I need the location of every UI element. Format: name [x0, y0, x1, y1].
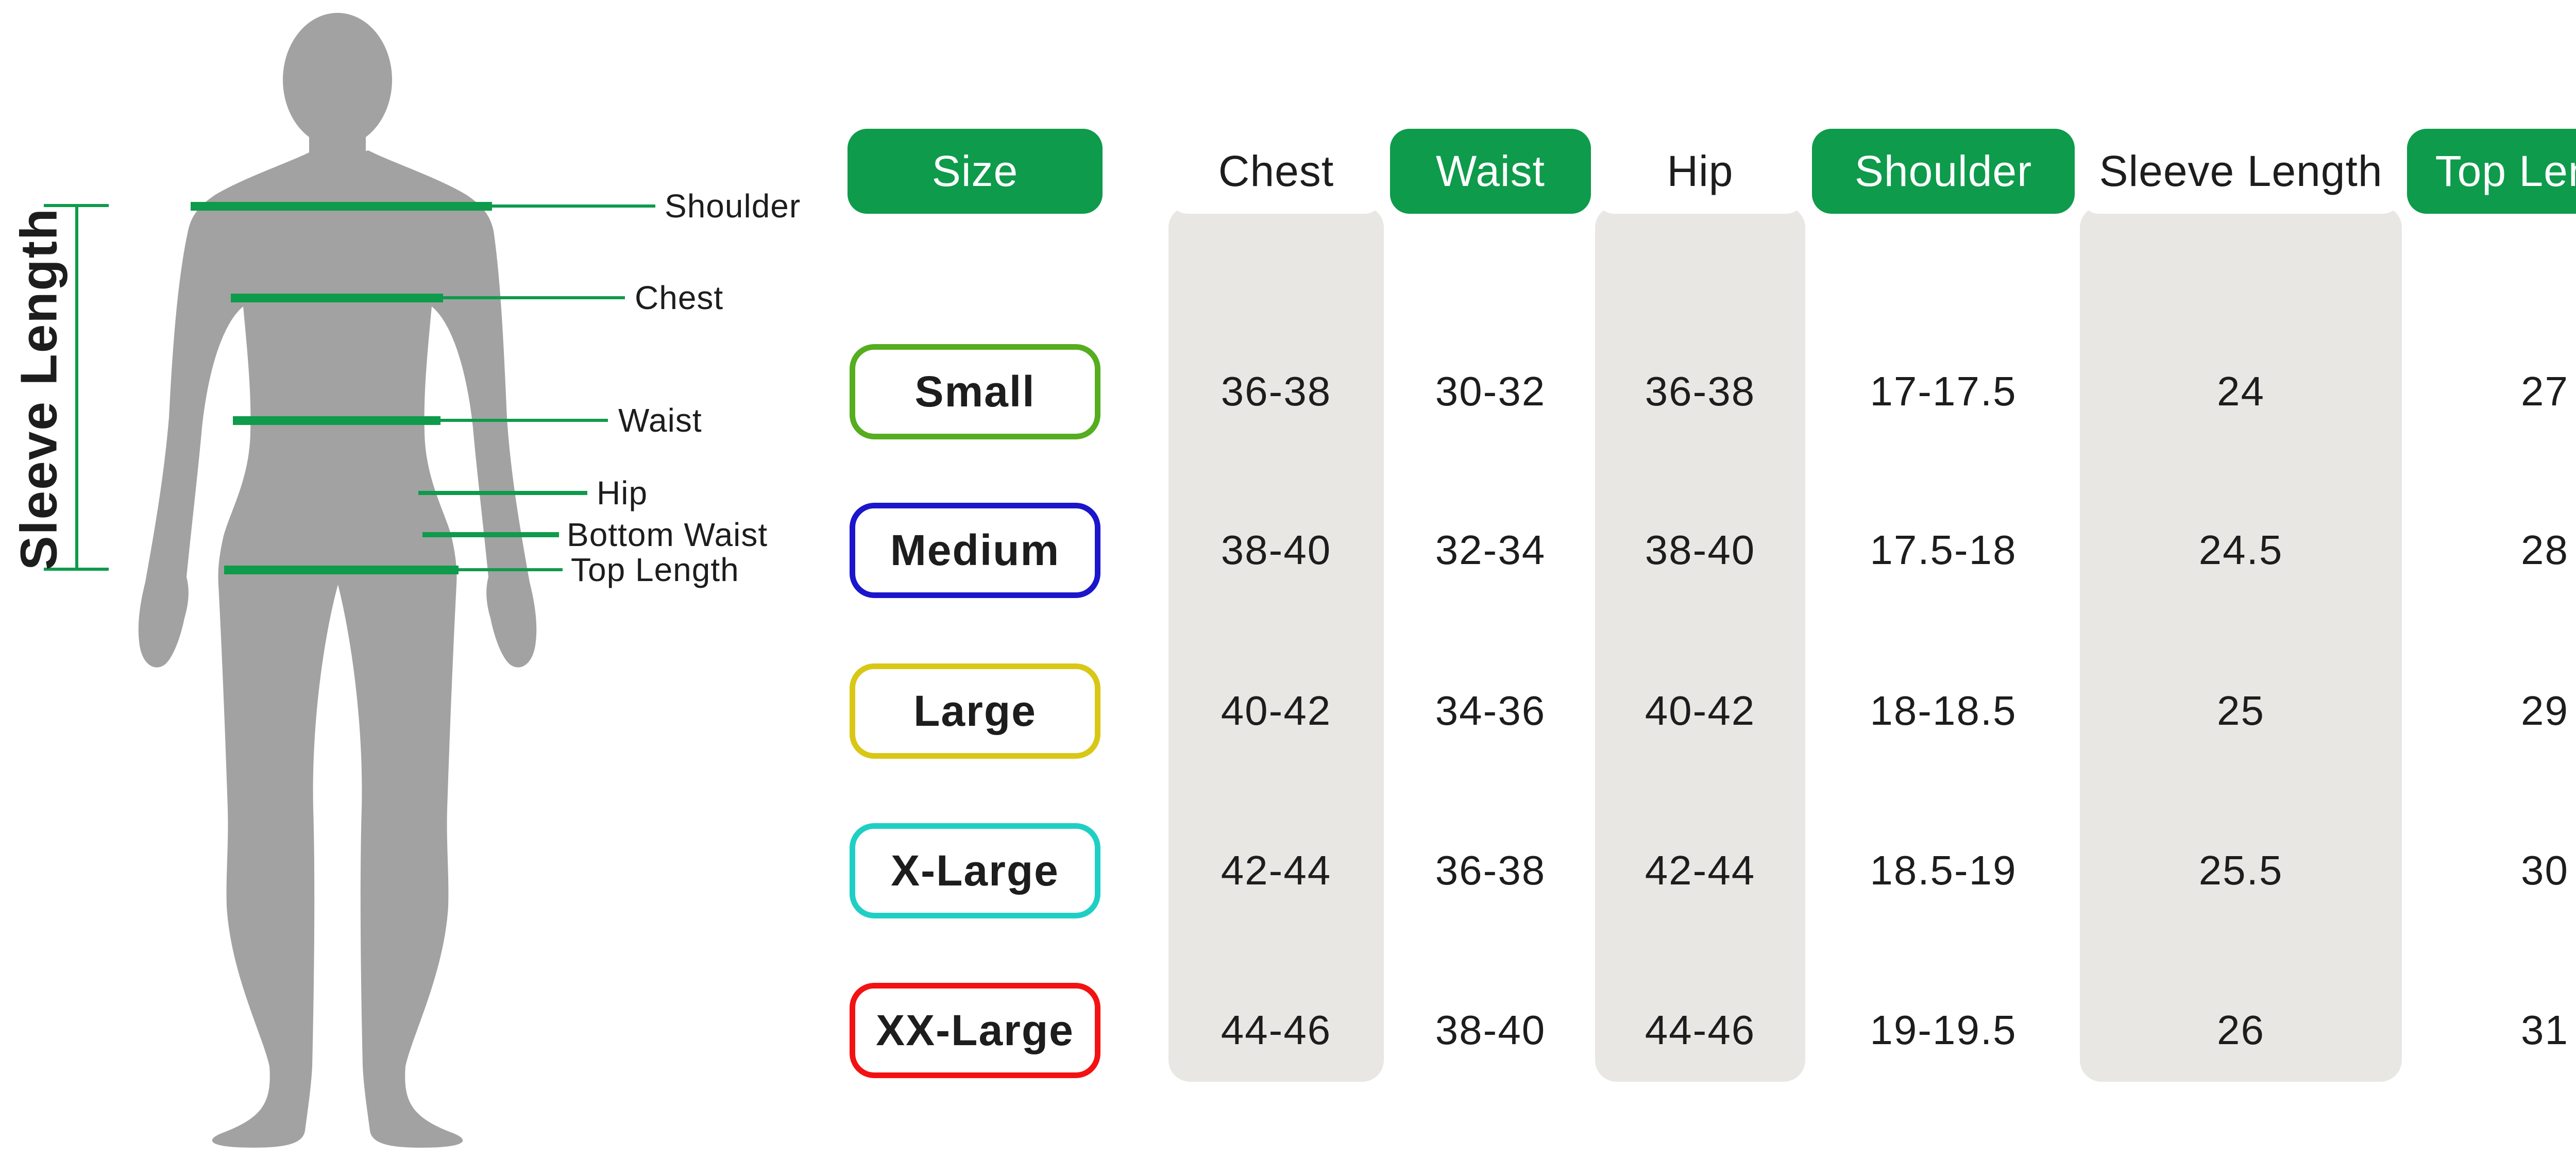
cell-waist-row1: 32-34	[1435, 527, 1546, 573]
cell-top_length-row1: 28	[2521, 527, 2569, 573]
column-bg-hip	[1595, 206, 1805, 1082]
column-bg-chest	[1168, 206, 1384, 1082]
header-hip: Hip	[1595, 129, 1805, 214]
header-size: Size	[848, 129, 1103, 214]
cell-hip-row3: 42-44	[1645, 847, 1756, 893]
waist-leader-line	[440, 419, 608, 422]
shoulder-label: Shoulder	[665, 188, 801, 225]
bottom-waist-label: Bottom Waist	[567, 516, 768, 553]
top-length-measure-line	[224, 566, 459, 574]
column-shoulder: Shoulder 17-17.5 17.5-18 18-18.5 18.5-19 19-…	[1812, 0, 2075, 1159]
cell-chest-row1: 38-40	[1221, 527, 1332, 573]
cell-shoulder-row2: 18-18.5	[1870, 688, 2017, 734]
top-length-leader-line	[459, 568, 563, 571]
sleeve-length-bracket-line	[75, 205, 78, 571]
sleeve-length-bracket-bottom-tick	[44, 568, 109, 571]
cell-top_length-row3: 30	[2521, 847, 2569, 893]
cell-hip-row0: 36-38	[1645, 368, 1756, 414]
cell-chest-row0: 36-38	[1221, 368, 1332, 414]
chest-measure-line	[231, 294, 443, 302]
header-waist: Waist	[1390, 129, 1591, 214]
cell-chest-row2: 40-42	[1221, 688, 1332, 734]
hip-label: Hip	[597, 474, 648, 512]
hip-measure-line	[418, 491, 587, 495]
sleeve-length-label: Sleeve Length	[10, 208, 68, 570]
cell-shoulder-row1: 17.5-18	[1870, 527, 2017, 573]
top-length-label: Top Length	[571, 551, 739, 588]
cell-chest-row4: 44-46	[1221, 1007, 1332, 1053]
header-top-length: Top Length	[2407, 129, 2576, 214]
waist-label: Waist	[618, 402, 702, 439]
column-hip: Hip 36-38 38-40 40-42 42-44 44-46	[1595, 0, 1805, 1159]
sleeve-length-bracket-top-tick	[44, 204, 109, 207]
chest-leader-line	[443, 296, 625, 299]
shoulder-measure-line	[191, 202, 492, 211]
cell-hip-row2: 40-42	[1645, 688, 1756, 734]
silhouette-neck	[309, 118, 366, 157]
size-button-small[interactable]: Small	[850, 344, 1100, 439]
cell-chest-row3: 42-44	[1221, 847, 1332, 893]
cell-top_length-row2: 29	[2521, 688, 2569, 734]
cell-waist-row0: 30-32	[1435, 368, 1546, 414]
column-chest: Chest 36-38 38-40 40-42 42-44 44-46	[1168, 0, 1384, 1159]
cell-waist-row3: 36-38	[1435, 847, 1546, 893]
cell-hip-row4: 44-46	[1645, 1007, 1756, 1053]
cell-sleeve_length-row4: 26	[2217, 1007, 2265, 1053]
cell-shoulder-row3: 18.5-19	[1870, 847, 2017, 893]
silhouette-body	[138, 150, 537, 1148]
size-button-large[interactable]: Large	[850, 663, 1100, 759]
cell-sleeve_length-row2: 25	[2217, 688, 2265, 734]
header-shoulder: Shoulder	[1812, 129, 2075, 214]
column-waist: Waist 30-32 32-34 34-36 36-38 38-40	[1390, 0, 1591, 1159]
cell-shoulder-row0: 17-17.5	[1870, 368, 2017, 414]
size-button-xx-large[interactable]: XX-Large	[850, 983, 1100, 1078]
cell-top_length-row0: 27	[2521, 368, 2569, 414]
cell-sleeve_length-row0: 24	[2217, 368, 2265, 414]
column-sleeve-length: Sleeve Length 24 24.5 25 25.5 26	[2080, 0, 2402, 1159]
silhouette-head	[283, 13, 392, 147]
size-button-medium[interactable]: Medium	[850, 503, 1100, 598]
shoulder-leader-line	[492, 204, 655, 208]
column-bg-sleeve_length	[2080, 206, 2402, 1082]
cell-sleeve_length-row3: 25.5	[2198, 847, 2283, 893]
cell-waist-row4: 38-40	[1435, 1007, 1546, 1053]
column-size: Size Small Medium Large X-Large XX-Large	[848, 0, 1103, 1159]
cell-hip-row1: 38-40	[1645, 527, 1756, 573]
header-chest: Chest	[1168, 129, 1384, 214]
cell-shoulder-row4: 19-19.5	[1870, 1007, 2017, 1053]
size-button-x-large[interactable]: X-Large	[850, 823, 1100, 918]
waist-measure-line	[233, 416, 440, 425]
header-sleeve-length: Sleeve Length	[2080, 129, 2402, 214]
cell-top_length-row4: 31	[2521, 1007, 2569, 1053]
column-top-length: Top Length 27 28 29 30 31	[2407, 0, 2576, 1159]
cell-sleeve_length-row1: 24.5	[2198, 527, 2283, 573]
chest-label: Chest	[635, 279, 724, 316]
bottom-waist-measure-line	[422, 532, 559, 537]
body-silhouette	[138, 13, 537, 1148]
cell-waist-row2: 34-36	[1435, 688, 1546, 734]
